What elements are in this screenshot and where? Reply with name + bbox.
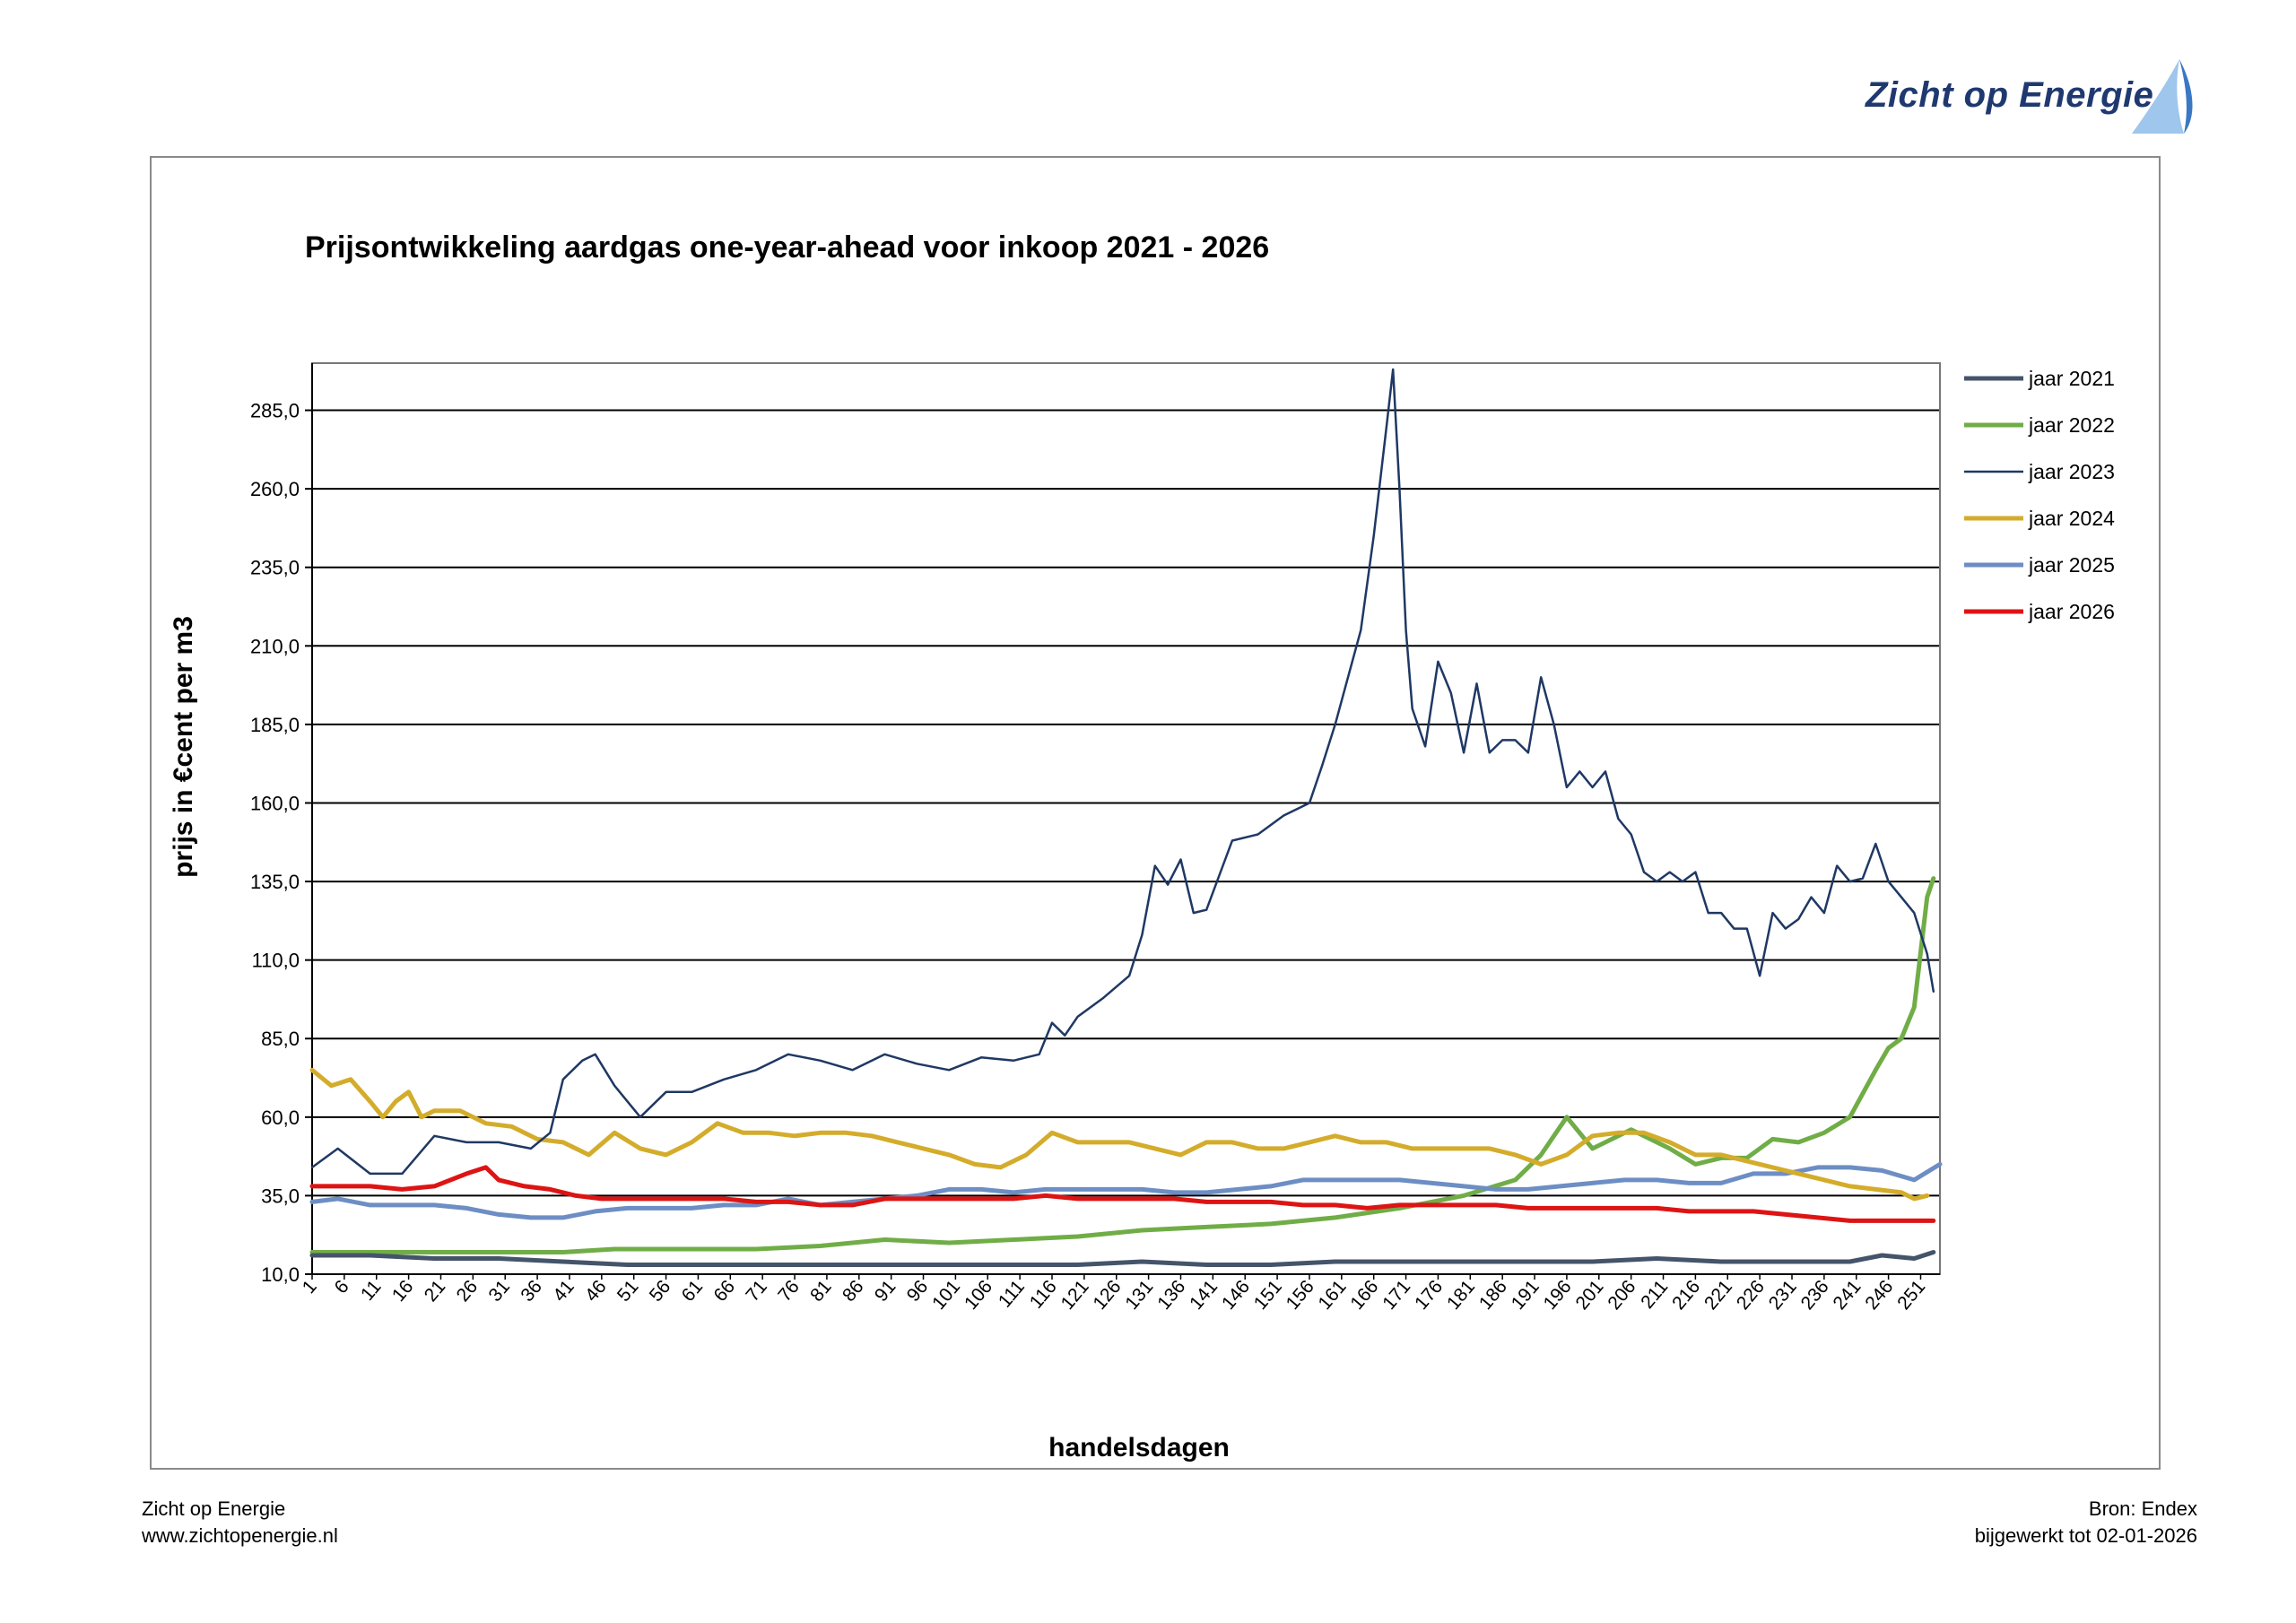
y-tick-label: 185,0	[250, 714, 300, 736]
y-tick-label: 110,0	[252, 950, 300, 972]
series-line-jaar-2026	[309, 1165, 1936, 1223]
footer-left: Zicht op Energie www.zichtopenergie.nl	[142, 1496, 338, 1549]
chart-frame	[150, 156, 2161, 1470]
sail-icon	[2132, 59, 2193, 134]
legend-label: jaar 2021	[2028, 367, 2115, 390]
y-axis-label: prijs in €cent per m3	[169, 616, 198, 878]
footer-org-name: Zicht op Energie	[142, 1497, 286, 1520]
footer-source: Bron: Endex	[2088, 1497, 2197, 1520]
y-tick-label: 285,0	[250, 400, 300, 422]
series-line-jaar-2021	[309, 1250, 1936, 1267]
y-tick-labels: 10,0 35,0 60,0 85,0 110,0 135,0 160,0 185,0 210,…	[250, 400, 300, 1286]
chart-title: Prijsontwikkeling aardgas one-year-ahead…	[305, 230, 1269, 265]
y-tick-label: 60,0	[261, 1107, 300, 1129]
legend-label: jaar 2022	[2028, 413, 2115, 437]
y-tick-label: 10,0	[261, 1263, 300, 1286]
legend: jaar 2021 jaar 2022 jaar 2023 jaar 2024 jaar…	[1964, 367, 2115, 623]
logo-text: Zicht op Energie	[1866, 75, 2154, 115]
x-axis-label: handelsdagen	[1048, 1433, 1230, 1462]
y-tick-label: 260,0	[250, 478, 300, 500]
y-tick-label: 85,0	[261, 1028, 300, 1050]
brand-logo: Zicht op Energie	[1848, 56, 2193, 145]
y-tick-label: 35,0	[261, 1185, 300, 1207]
legend-label: jaar 2025	[2028, 553, 2115, 577]
footer-website[interactable]: www.zichtopenergie.nl	[142, 1524, 338, 1547]
series-line-jaar-2024	[309, 1067, 1930, 1202]
legend-label: jaar 2023	[2028, 460, 2115, 483]
y-tick-label: 160,0	[250, 792, 300, 814]
series-lines	[309, 368, 1943, 1267]
series-line-jaar-2022	[309, 876, 1936, 1254]
series-line-jaar-2023	[310, 368, 1935, 1176]
footer-updated: bijgewerkt tot 02-01-2026	[1974, 1524, 2197, 1547]
axes	[311, 362, 1941, 1275]
y-tick-label: 135,0	[250, 871, 300, 893]
y-tick-label: 210,0	[250, 635, 300, 657]
legend-label: jaar 2024	[2028, 507, 2115, 530]
y-tick-label: 235,0	[250, 557, 300, 579]
footer-right: Bron: Endex bijgewerkt tot 02-01-2026	[1975, 1496, 2197, 1549]
series-line-jaar-2025	[309, 1161, 1943, 1220]
legend-label: jaar 2026	[2028, 600, 2115, 623]
